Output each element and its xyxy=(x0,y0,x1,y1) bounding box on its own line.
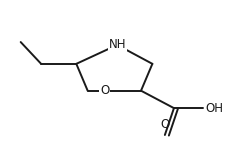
Text: O: O xyxy=(160,118,169,131)
Text: O: O xyxy=(100,84,109,97)
Text: NH: NH xyxy=(108,38,125,52)
Text: OH: OH xyxy=(205,102,223,115)
